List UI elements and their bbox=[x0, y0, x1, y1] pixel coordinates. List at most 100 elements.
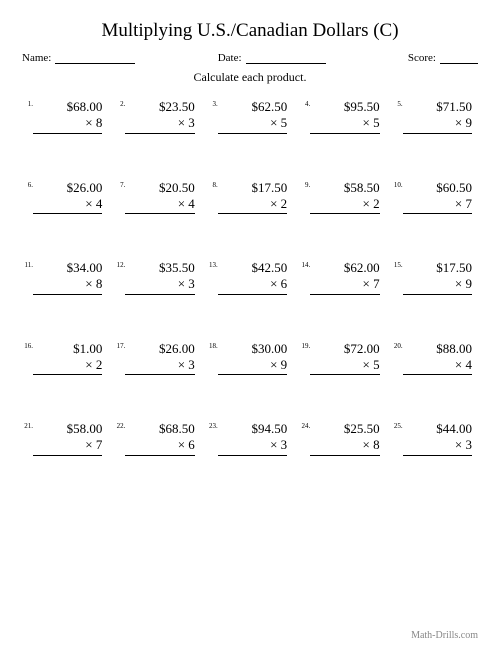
multiplier: × 8 bbox=[310, 437, 379, 455]
multiplicand: $25.50 bbox=[310, 421, 379, 437]
name-blank[interactable] bbox=[55, 52, 135, 64]
multiplicand: $60.50 bbox=[403, 180, 472, 196]
multiplicand: $17.50 bbox=[218, 180, 287, 196]
multiplier: × 8 bbox=[33, 115, 102, 133]
problem-number: 1. bbox=[22, 99, 33, 108]
multiplicand: $58.50 bbox=[310, 180, 379, 196]
problem-number: 5. bbox=[392, 99, 403, 108]
problem-number: 4. bbox=[299, 99, 310, 108]
multiplier: × 7 bbox=[310, 276, 379, 294]
multiplicand: $72.00 bbox=[310, 341, 379, 357]
multiplicand: $71.50 bbox=[403, 99, 472, 115]
problem: 4.$95.50× 5 bbox=[299, 99, 385, 134]
score-blank[interactable] bbox=[440, 52, 478, 64]
multiplicand: $23.50 bbox=[125, 99, 194, 115]
multiplier: × 7 bbox=[403, 196, 472, 214]
problem-body: $58.00× 7 bbox=[33, 421, 108, 456]
date-label: Date: bbox=[218, 52, 242, 64]
multiplicand: $30.00 bbox=[218, 341, 287, 357]
problem-body: $20.50× 4 bbox=[125, 180, 200, 215]
problem: 16.$1.00× 2 bbox=[22, 341, 108, 376]
problem-body: $1.00× 2 bbox=[33, 341, 108, 376]
problem: 22.$68.50× 6 bbox=[114, 421, 200, 456]
problem-body: $35.50× 3 bbox=[125, 260, 200, 295]
multiplicand: $68.50 bbox=[125, 421, 194, 437]
multiplier: × 4 bbox=[403, 357, 472, 375]
multiplier: × 2 bbox=[218, 196, 287, 214]
multiplier: × 5 bbox=[310, 115, 379, 133]
multiplicand: $42.50 bbox=[218, 260, 287, 276]
page-title: Multiplying U.S./Canadian Dollars (C) bbox=[22, 20, 478, 42]
multiplicand: $26.00 bbox=[33, 180, 102, 196]
problem-body: $60.50× 7 bbox=[403, 180, 478, 215]
problem: 13.$42.50× 6 bbox=[207, 260, 293, 295]
problem-number: 20. bbox=[392, 341, 403, 350]
problem-body: $23.50× 3 bbox=[125, 99, 200, 134]
problem: 21.$58.00× 7 bbox=[22, 421, 108, 456]
problem-number: 17. bbox=[114, 341, 125, 350]
problem: 20.$88.00× 4 bbox=[392, 341, 478, 376]
problem-number: 15. bbox=[392, 260, 403, 269]
problem: 14.$62.00× 7 bbox=[299, 260, 385, 295]
problem-body: $71.50× 9 bbox=[403, 99, 478, 134]
multiplier: × 3 bbox=[125, 276, 194, 294]
problem: 9.$58.50× 2 bbox=[299, 180, 385, 215]
multiplicand: $44.00 bbox=[403, 421, 472, 437]
multiplicand: $68.00 bbox=[33, 99, 102, 115]
problem: 18.$30.00× 9 bbox=[207, 341, 293, 376]
multiplicand: $26.00 bbox=[125, 341, 194, 357]
problem-body: $25.50× 8 bbox=[310, 421, 385, 456]
multiplier: × 8 bbox=[33, 276, 102, 294]
multiplier: × 3 bbox=[125, 115, 194, 133]
problem: 11.$34.00× 8 bbox=[22, 260, 108, 295]
problem-number: 24. bbox=[299, 421, 310, 430]
multiplier: × 5 bbox=[310, 357, 379, 375]
problem-body: $88.00× 4 bbox=[403, 341, 478, 376]
multiplicand: $58.00 bbox=[33, 421, 102, 437]
problem: 8.$17.50× 2 bbox=[207, 180, 293, 215]
problem-number: 12. bbox=[114, 260, 125, 269]
score-label: Score: bbox=[408, 52, 436, 64]
problem: 6.$26.00× 4 bbox=[22, 180, 108, 215]
problem-body: $72.00× 5 bbox=[310, 341, 385, 376]
multiplicand: $35.50 bbox=[125, 260, 194, 276]
problem-number: 14. bbox=[299, 260, 310, 269]
problem-number: 8. bbox=[207, 180, 218, 189]
problem-body: $30.00× 9 bbox=[218, 341, 293, 376]
multiplier: × 9 bbox=[403, 276, 472, 294]
multiplier: × 5 bbox=[218, 115, 287, 133]
problem-body: $94.50× 3 bbox=[218, 421, 293, 456]
problem-number: 19. bbox=[299, 341, 310, 350]
date-field: Date: bbox=[218, 52, 326, 64]
problem-number: 3. bbox=[207, 99, 218, 108]
problem-number: 11. bbox=[22, 260, 33, 269]
multiplicand: $20.50 bbox=[125, 180, 194, 196]
date-blank[interactable] bbox=[246, 52, 326, 64]
multiplier: × 4 bbox=[33, 196, 102, 214]
problem-number: 6. bbox=[22, 180, 33, 189]
problem-number: 10. bbox=[392, 180, 403, 189]
name-label: Name: bbox=[22, 52, 51, 64]
multiplier: × 3 bbox=[218, 437, 287, 455]
problem: 19.$72.00× 5 bbox=[299, 341, 385, 376]
problem-number: 13. bbox=[207, 260, 218, 269]
problem: 10.$60.50× 7 bbox=[392, 180, 478, 215]
problem: 24.$25.50× 8 bbox=[299, 421, 385, 456]
problem: 23.$94.50× 3 bbox=[207, 421, 293, 456]
multiplier: × 2 bbox=[310, 196, 379, 214]
problem-body: $58.50× 2 bbox=[310, 180, 385, 215]
instruction-text: Calculate each product. bbox=[22, 70, 478, 85]
problem: 3.$62.50× 5 bbox=[207, 99, 293, 134]
multiplicand: $1.00 bbox=[33, 341, 102, 357]
problem: 12.$35.50× 3 bbox=[114, 260, 200, 295]
multiplicand: $88.00 bbox=[403, 341, 472, 357]
problem-number: 21. bbox=[22, 421, 33, 430]
worksheet-page: Multiplying U.S./Canadian Dollars (C) Na… bbox=[0, 0, 500, 647]
problem-body: $42.50× 6 bbox=[218, 260, 293, 295]
problem-number: 22. bbox=[114, 421, 125, 430]
problem-number: 18. bbox=[207, 341, 218, 350]
problem-body: $44.00× 3 bbox=[403, 421, 478, 456]
multiplier: × 9 bbox=[218, 357, 287, 375]
problem-body: $26.00× 3 bbox=[125, 341, 200, 376]
problems-grid: 1.$68.00× 82.$23.50× 33.$62.50× 54.$95.5… bbox=[22, 99, 478, 456]
